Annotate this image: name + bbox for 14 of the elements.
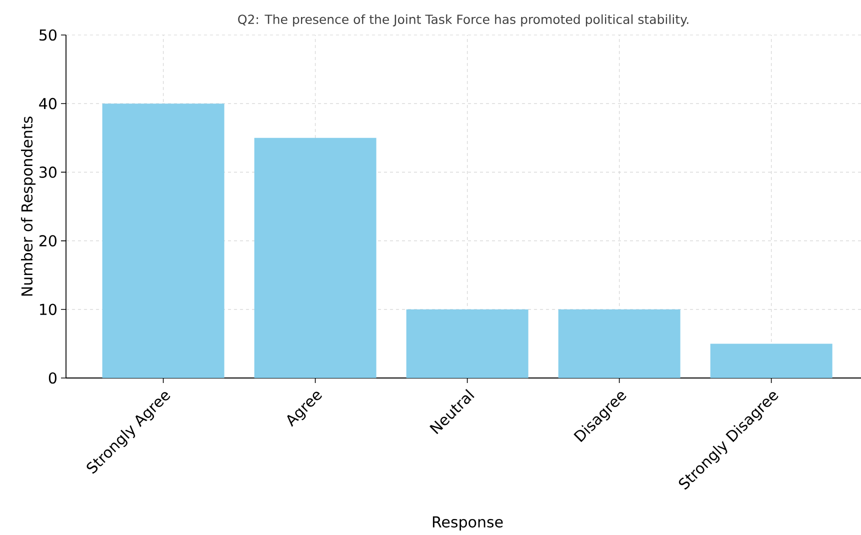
y-tick-label: 0 [48,372,56,384]
chart-title: Q2: The presence of the Joint Task Force has promoted political stability. [238,14,688,26]
bar [558,309,680,378]
x-axis-title: Response [432,516,503,530]
y-tick-label: 30 [40,166,56,178]
y-tick-label: 50 [40,29,56,41]
y-tick-label: 40 [39,98,56,110]
bar [254,138,376,378]
y-axis-title: Number of Respondents [21,116,36,296]
bar [406,309,528,378]
bar [710,344,832,378]
y-tick-label: 20 [39,235,56,246]
bar [102,104,224,378]
y-tick-label: 10 [40,304,56,316]
